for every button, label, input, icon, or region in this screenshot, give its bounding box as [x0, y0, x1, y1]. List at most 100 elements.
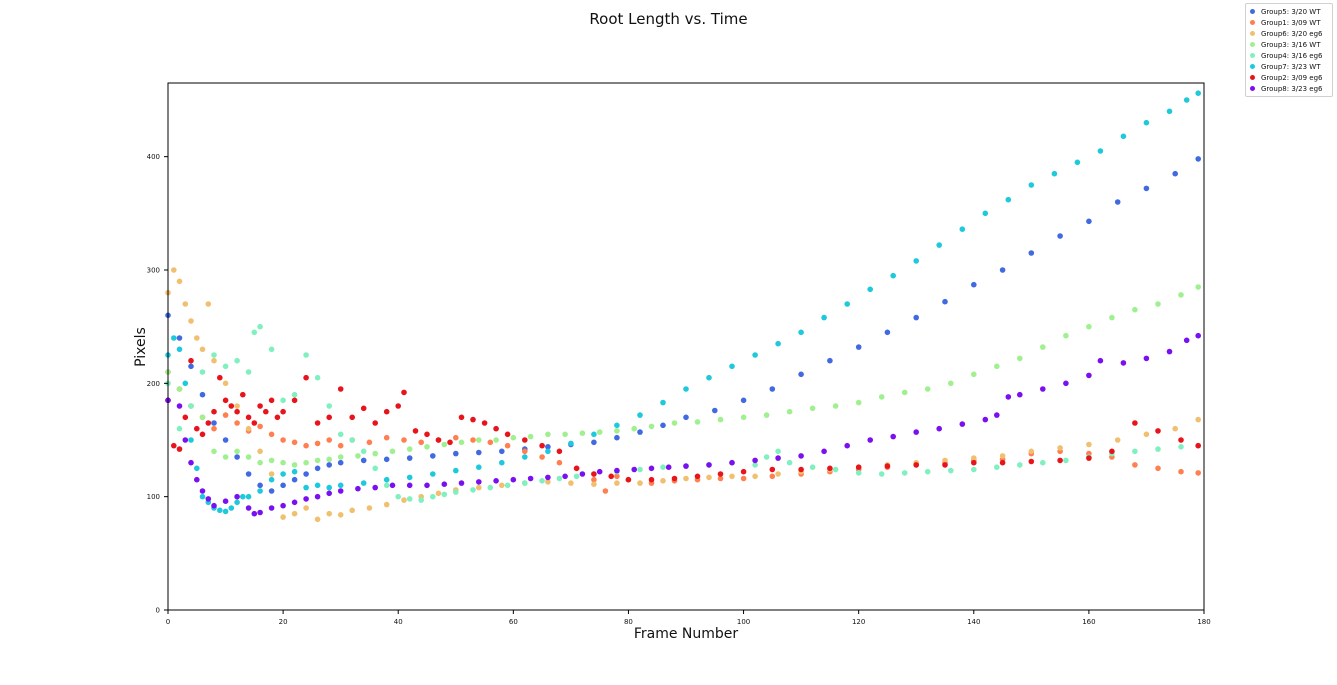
- x-tick-label: 120: [852, 618, 865, 626]
- data-point: [424, 444, 430, 450]
- data-point: [383, 456, 390, 463]
- series-group: [165, 357, 1201, 483]
- data-point: [562, 473, 568, 480]
- data-point: [366, 505, 373, 511]
- data-point: [545, 474, 551, 481]
- data-point: [878, 471, 885, 477]
- data-point: [1017, 391, 1023, 398]
- data-point: [245, 505, 252, 511]
- data-point: [257, 323, 263, 330]
- series-group: [165, 267, 1201, 523]
- data-point: [994, 464, 1000, 471]
- data-point: [217, 507, 223, 514]
- data-point: [1195, 284, 1201, 290]
- data-point: [211, 408, 217, 415]
- data-point: [614, 422, 620, 429]
- data-point: [280, 514, 286, 520]
- data-point: [602, 488, 609, 494]
- y-tick-label: 200: [147, 380, 160, 388]
- data-point: [430, 493, 436, 500]
- data-point: [614, 473, 620, 480]
- data-point: [234, 493, 240, 500]
- data-point: [222, 397, 229, 404]
- data-point: [171, 267, 177, 273]
- data-point: [314, 493, 321, 500]
- data-point: [222, 363, 229, 370]
- data-point: [257, 482, 263, 489]
- data-point: [867, 437, 873, 443]
- data-point: [1178, 468, 1184, 475]
- data-point: [453, 489, 459, 495]
- data-point: [458, 414, 465, 421]
- legend-item: Group5: 3/20 WT: [1250, 6, 1329, 17]
- data-point: [1195, 332, 1201, 339]
- data-point: [188, 403, 194, 409]
- data-point: [1028, 182, 1035, 188]
- data-point: [268, 476, 275, 483]
- data-point: [199, 369, 206, 375]
- data-point: [775, 471, 781, 477]
- data-point: [395, 493, 402, 500]
- data-point: [539, 454, 545, 460]
- data-point: [274, 414, 281, 421]
- data-point: [1178, 437, 1184, 443]
- data-point: [665, 464, 672, 471]
- data-point: [769, 473, 776, 480]
- data-point: [648, 423, 655, 430]
- data-point: [268, 397, 275, 404]
- data-point: [556, 475, 563, 482]
- legend-swatch: [1250, 31, 1255, 36]
- data-point: [188, 318, 194, 324]
- data-point: [228, 403, 235, 409]
- data-point: [999, 453, 1006, 459]
- data-point: [982, 416, 989, 423]
- data-point: [372, 465, 379, 472]
- data-point: [545, 444, 551, 450]
- data-point: [763, 454, 770, 460]
- data-point: [683, 463, 689, 469]
- data-point: [280, 397, 286, 404]
- data-point: [245, 471, 252, 477]
- data-point: [360, 480, 367, 486]
- data-point: [424, 482, 430, 489]
- data-point: [1132, 306, 1138, 313]
- data-point: [280, 471, 286, 477]
- data-point: [827, 357, 833, 364]
- data-point: [740, 414, 747, 421]
- data-point: [372, 450, 379, 457]
- y-tick-label: 100: [147, 493, 160, 501]
- data-point: [1005, 394, 1012, 400]
- data-point: [476, 479, 482, 485]
- data-point: [1143, 355, 1150, 362]
- data-point: [257, 459, 263, 466]
- data-point: [884, 329, 891, 336]
- data-point: [959, 421, 966, 427]
- data-point: [211, 425, 217, 432]
- data-point: [280, 502, 286, 509]
- data-point: [360, 457, 367, 464]
- data-point: [1114, 437, 1121, 443]
- data-point: [591, 439, 597, 446]
- data-point: [234, 357, 240, 364]
- x-tick-label: 100: [737, 618, 750, 626]
- legend-swatch: [1250, 86, 1255, 91]
- data-point: [1086, 372, 1092, 379]
- data-point: [222, 412, 229, 418]
- data-point: [453, 450, 459, 457]
- data-point: [430, 453, 436, 459]
- data-point: [349, 414, 356, 421]
- data-point: [1028, 250, 1035, 256]
- data-point: [971, 466, 977, 473]
- legend-label: Group7: 3/23 WT: [1261, 62, 1321, 71]
- data-point: [194, 335, 200, 341]
- data-point: [234, 499, 240, 506]
- data-point: [205, 301, 212, 307]
- data-point: [671, 420, 678, 426]
- data-point: [579, 430, 586, 437]
- data-point: [573, 473, 580, 480]
- data-point: [994, 363, 1000, 370]
- data-point: [1005, 196, 1012, 203]
- data-point: [545, 431, 551, 438]
- data-point: [412, 428, 419, 434]
